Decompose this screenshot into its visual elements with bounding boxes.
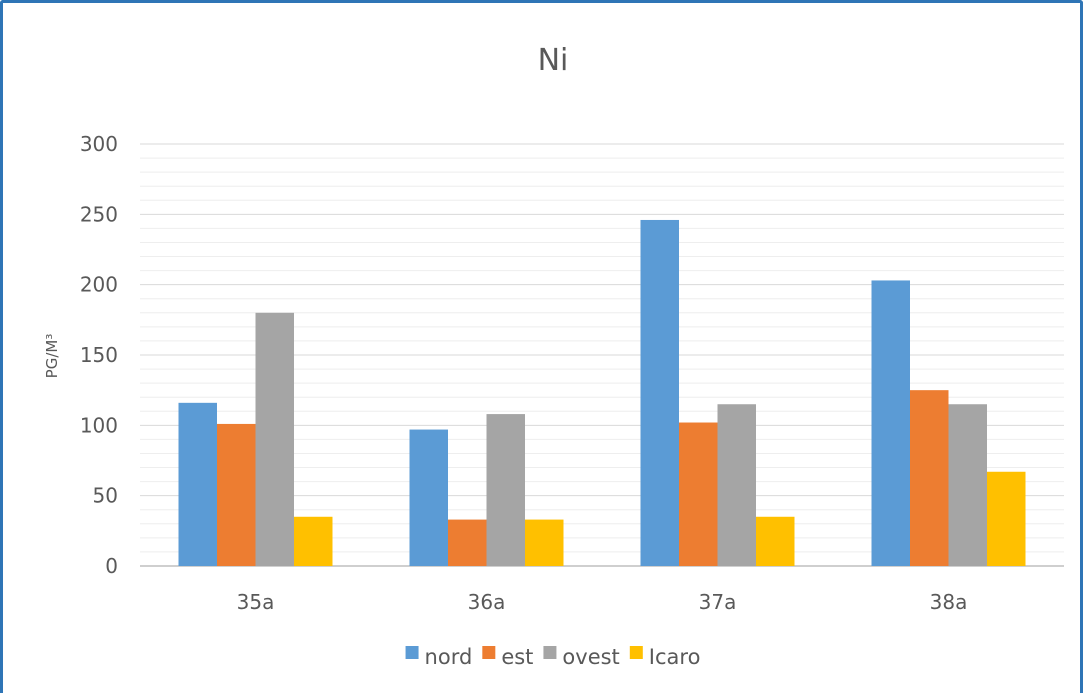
bar-icaro-35a	[294, 516, 333, 566]
legend-label-icaro: Icaro	[649, 645, 701, 669]
bar-icaro-36a	[525, 519, 564, 566]
bar-nord-36a	[409, 429, 448, 566]
y-tick-label: 100	[80, 413, 118, 437]
bar-nord-38a	[871, 280, 910, 566]
legend-swatch-est	[482, 646, 496, 659]
bar-est-36a	[448, 519, 487, 566]
y-tick-label: 250	[80, 202, 118, 226]
y-axis-ticks: 0 50 100 150 200 250 300	[80, 132, 118, 578]
legend-swatch-ovest	[543, 646, 557, 659]
bar-icaro-37a	[756, 516, 795, 566]
bar-ovest-37a	[717, 404, 756, 566]
y-tick-label: 0	[105, 554, 118, 578]
y-tick-label: 300	[80, 132, 118, 156]
bar-nord-35a	[178, 402, 217, 566]
legend-swatch-icaro	[629, 646, 643, 659]
y-tick-label: 150	[80, 343, 118, 367]
bar-ovest-38a	[948, 404, 987, 566]
x-tick-label: 38a	[930, 590, 968, 614]
bar-est-35a	[217, 423, 256, 566]
bar-ovest-36a	[486, 414, 525, 566]
bar-est-38a	[910, 390, 949, 566]
x-tick-label: 37a	[699, 590, 737, 614]
legend-label-est: est	[501, 645, 533, 669]
legend-label-nord: nord	[425, 645, 473, 669]
bar-nord-37a	[640, 219, 679, 566]
bars	[178, 219, 1026, 566]
legend-label-ovest: ovest	[562, 645, 619, 669]
bar-icaro-38a	[987, 471, 1026, 566]
x-axis-ticks: 35a 36a 37a 38a	[237, 590, 968, 614]
y-tick-label: 200	[80, 273, 118, 297]
y-tick-label: 50	[93, 484, 118, 508]
x-tick-label: 36a	[468, 590, 506, 614]
legend-swatch-nord	[405, 646, 419, 659]
legend: nord est ovest Icaro	[405, 645, 701, 669]
x-tick-label: 35a	[237, 590, 275, 614]
bar-est-37a	[679, 422, 718, 566]
bar-ovest-35a	[255, 312, 294, 566]
y-axis-title: PG/M³	[43, 334, 61, 379]
chart-title: Ni	[538, 43, 569, 78]
